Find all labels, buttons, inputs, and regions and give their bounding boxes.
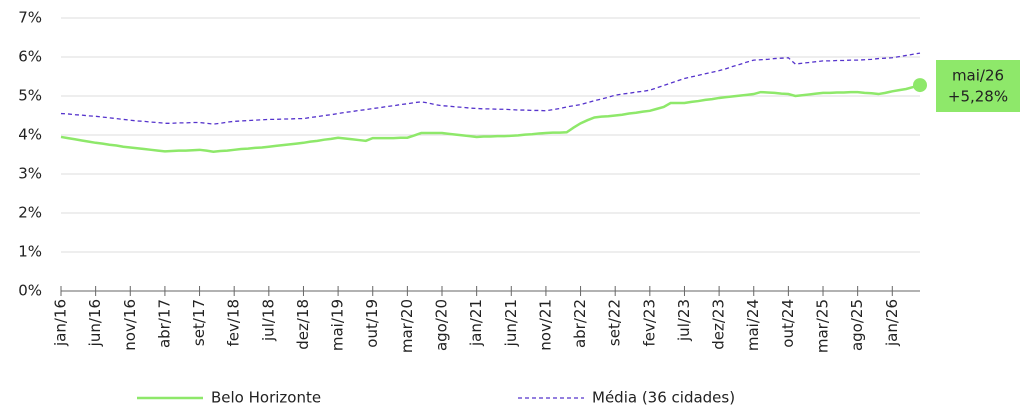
- x-tick-label: fev/18: [225, 299, 243, 347]
- annotation-date: mai/26: [952, 67, 1004, 85]
- x-tick-label: jun/16: [86, 299, 104, 347]
- x-tick-label: out/24: [779, 299, 797, 348]
- y-tick-label: 6%: [18, 48, 42, 66]
- y-tick-label: 2%: [18, 204, 42, 222]
- x-tick-label: fev/23: [640, 299, 658, 347]
- x-tick-label: nov/21: [536, 299, 554, 351]
- x-tick-label: jul/23: [675, 299, 693, 342]
- series-line: [60, 83, 921, 154]
- x-tick-label: set/22: [606, 299, 624, 346]
- x-tick-label: dez/18: [294, 299, 312, 350]
- annotation-box: [936, 60, 1020, 112]
- x-tick-label: mar/25: [814, 299, 832, 353]
- x-tick-label: dez/23: [710, 299, 728, 350]
- x-tick-label: jan/21: [467, 299, 485, 347]
- y-tick-label: 5%: [18, 87, 42, 105]
- x-tick-label: abr/17: [155, 299, 173, 348]
- y-tick-label: 7%: [18, 9, 42, 27]
- y-tick-label: 4%: [18, 126, 42, 144]
- x-tick-label: jan/16: [52, 299, 70, 347]
- x-tick-label: jan/26: [883, 299, 901, 347]
- x-tick-label: abr/22: [571, 299, 589, 348]
- x-tick-label: mar/20: [398, 299, 416, 353]
- x-tick-label: mai/19: [329, 299, 347, 351]
- series-line: [60, 52, 921, 125]
- x-tick-label: ago/20: [433, 299, 451, 351]
- x-tick-label: ago/25: [848, 299, 866, 351]
- x-tick-label: set/17: [190, 299, 208, 346]
- x-tick-label: jun/21: [502, 299, 520, 347]
- y-tick-label: 3%: [18, 165, 42, 183]
- x-tick-label: mai/24: [744, 299, 762, 351]
- annotation-value: +5,28%: [948, 88, 1008, 106]
- legend-label: Belo Horizonte: [211, 389, 321, 407]
- y-tick-label: 1%: [18, 243, 42, 261]
- x-tick-label: nov/16: [121, 299, 139, 351]
- x-tick-label: jul/18: [259, 299, 277, 342]
- legend-label: Média (36 cidades): [592, 389, 735, 407]
- y-tick-label: 0%: [18, 282, 42, 300]
- x-tick-label: out/19: [363, 299, 381, 348]
- end-dot: [913, 78, 927, 93]
